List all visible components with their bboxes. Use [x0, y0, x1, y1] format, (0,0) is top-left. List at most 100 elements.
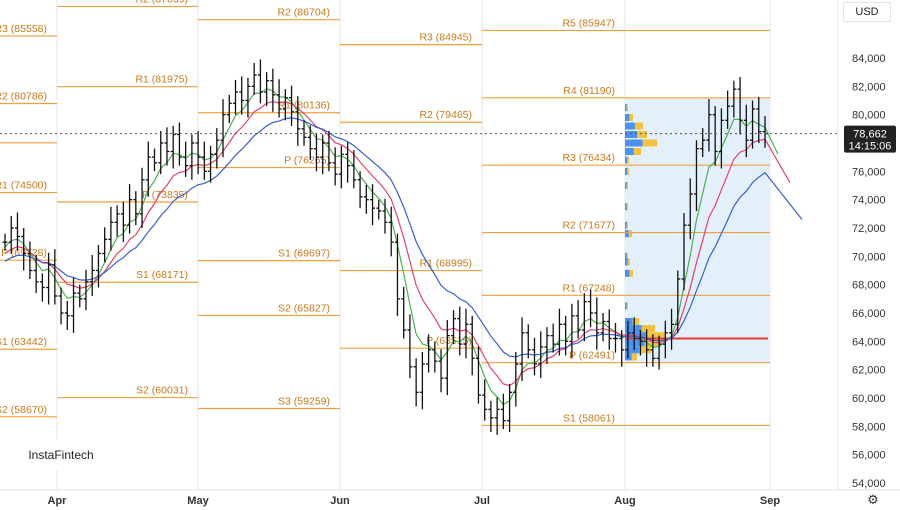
- volume-profile-bar-upper: [641, 325, 655, 333]
- volume-profile-bar: [625, 122, 635, 130]
- volume-profile-bar-upper: [647, 332, 665, 340]
- y-tick-label: 64,000: [852, 336, 886, 348]
- brand-logo: InstaFintech: [18, 440, 104, 470]
- volume-profile-bar: [625, 221, 627, 229]
- pivot-label: R3 (76434): [562, 152, 615, 164]
- pivot-label: S2 (65827): [278, 302, 330, 314]
- pivot-label: R2 (80786): [0, 91, 47, 103]
- volume-profile-bar-upper: [626, 252, 628, 260]
- volume-profile-bar: [625, 346, 640, 354]
- volume-profile-bar-upper: [626, 221, 628, 229]
- volume-profile-bar: [625, 113, 630, 121]
- pivot-label: R2 (79465): [419, 109, 472, 121]
- volume-profile-bar-upper: [642, 139, 657, 147]
- volume-profile-bar-upper: [631, 353, 637, 361]
- volume-profile-bar: [625, 203, 627, 211]
- volume-profile-bar: [625, 339, 645, 347]
- volume-profile-bar: [625, 230, 629, 238]
- pivot-label: R1 (67248): [562, 282, 615, 294]
- volume-profile-bar-upper: [637, 130, 647, 138]
- volume-profile-bar: [625, 269, 630, 277]
- pivot-label: S1 (68171): [136, 269, 188, 281]
- volume-profile-bar-upper: [627, 167, 629, 175]
- y-tick-label: 80,000: [852, 110, 886, 122]
- volume-profile-bar: [625, 325, 642, 333]
- pivot-label: R1 (81975): [135, 74, 188, 86]
- pivot-label: S3 (59259): [278, 395, 330, 407]
- volume-profile-bar-upper: [626, 203, 628, 211]
- volume-profile-bar-upper: [626, 302, 628, 310]
- volume-profile-bar-upper: [629, 113, 633, 121]
- y-tick-label: 56,000: [852, 450, 886, 462]
- volume-profile-bar: [625, 252, 627, 260]
- ema-slow-line: [4, 117, 803, 358]
- ema-fast-line: [4, 88, 779, 406]
- volume-profile-bar-upper: [639, 346, 651, 354]
- volume-profile-bar-upper: [626, 181, 628, 189]
- y-tick-label: 84,000: [852, 53, 886, 65]
- candles: [2, 59, 768, 435]
- y-tick-label: 62,000: [852, 365, 886, 377]
- volume-profile-bar-upper: [632, 317, 639, 325]
- volume-profile-bar-upper: [626, 104, 628, 112]
- last-price-countdown: 14:15:06: [849, 141, 892, 153]
- volume-profile-bar-upper: [627, 156, 629, 164]
- volume-profile-bar: [625, 130, 638, 138]
- x-tick-label: Sep: [760, 495, 780, 507]
- volume-profile-bar: [625, 181, 627, 189]
- y-tick-label: 68,000: [852, 280, 886, 292]
- pivot-label: P (62491): [569, 350, 615, 362]
- last-price-box: [844, 125, 896, 153]
- y-tick-label: 82,000: [852, 81, 886, 93]
- volume-profile-bar: [625, 139, 643, 147]
- volume-profile-bar-upper: [627, 258, 630, 266]
- y-tick-label: 66,000: [852, 308, 886, 320]
- moving-averages: [4, 88, 803, 406]
- volume-profile: [625, 97, 770, 363]
- volume-profile-bar-upper: [629, 269, 633, 277]
- pivot-label: R1 (80136): [277, 100, 330, 112]
- volume-profile-bar: [625, 317, 633, 325]
- x-tick-label: Jun: [330, 495, 350, 507]
- pivot-label: R5 (85947): [562, 17, 615, 29]
- pivot-label: S1 (63442): [0, 336, 47, 348]
- y-tick-label: 70,000: [852, 251, 886, 263]
- pivot-label: R2 (71677): [562, 220, 615, 232]
- pivot-label: S1 (58061): [563, 412, 615, 424]
- pivot-label: R1 (74500): [0, 180, 47, 192]
- volume-profile-bar-upper: [633, 147, 641, 155]
- pivot-label: R3 (85558): [0, 23, 47, 35]
- volume-profile-bar: [625, 258, 628, 266]
- x-tick-label: May: [187, 495, 209, 507]
- currency-selector[interactable]: USD: [843, 2, 891, 22]
- y-tick-label: 54,000: [852, 478, 886, 490]
- volume-profile-bar: [625, 167, 628, 175]
- pivot-label: S2 (58670): [0, 404, 47, 416]
- y-tick-label: 72,000: [852, 223, 886, 235]
- pivot-label: R1 (68995): [419, 258, 472, 270]
- pivot-label: R2 (86704): [277, 7, 330, 19]
- y-tick-label: 58,000: [852, 421, 886, 433]
- volume-profile-bar: [625, 147, 634, 155]
- y-tick-label: 60,000: [852, 393, 886, 405]
- y-tick-label: 74,000: [852, 195, 886, 207]
- pivot-label: R2 (87639): [135, 0, 188, 5]
- volume-profile-bar: [625, 302, 627, 310]
- volume-profile-bar-upper: [634, 122, 643, 130]
- x-tick-label: Apr: [48, 495, 68, 507]
- pivot-label: R4 (81190): [563, 85, 615, 97]
- pivot-levels: R3 (85558)R2 (80786)R1 (74500)P (69728)S…: [0, 0, 770, 427]
- pivot-label: R3 (84945): [419, 32, 472, 44]
- x-tick-label: Jul: [474, 495, 490, 507]
- volume-profile-bar: [625, 104, 627, 112]
- last-price-value: 78,662: [853, 129, 887, 141]
- volume-profile-bar: [625, 156, 628, 164]
- price-axis-bg: [838, 0, 900, 510]
- brand-name: InstaFintech: [28, 448, 94, 462]
- gear-icon[interactable]: ⚙: [867, 492, 879, 508]
- y-tick-label: 76,000: [852, 166, 886, 178]
- pivot-label: S1 (69697): [278, 248, 330, 260]
- x-tick-label: Aug: [614, 495, 635, 507]
